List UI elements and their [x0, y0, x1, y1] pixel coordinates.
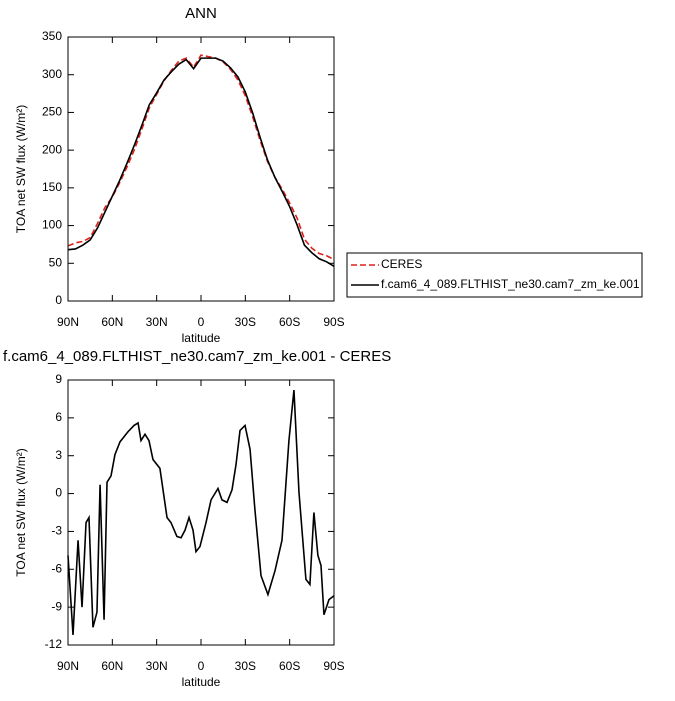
x-tick-label: 90S [323, 315, 344, 329]
chart-title: f.cam6_4_089.FLTHIST_ne30.cam7_zm_ke.001… [3, 348, 391, 365]
y-axis-label: TOA net SW flux (W/m²) [14, 105, 28, 233]
y-tick-label: 3 [55, 448, 62, 462]
y-axis-label: TOA net SW flux (W/m²) [14, 448, 28, 576]
x-tick-label: 30N [146, 659, 168, 673]
y-tick-label: 350 [42, 29, 62, 43]
y-tick-label: 50 [49, 255, 63, 269]
y-tick-label: 9 [55, 372, 62, 386]
x-axis-label: latitude [182, 331, 221, 345]
y-tick-label: 300 [42, 67, 62, 81]
y-tick-label: 200 [42, 142, 62, 156]
x-tick-label: 30S [235, 659, 256, 673]
plot-frame [67, 36, 335, 302]
y-tick-label: -12 [45, 637, 63, 651]
plot-frame [67, 379, 335, 646]
data-line [67, 390, 335, 635]
x-tick-label: 60N [101, 659, 123, 673]
x-tick-label: 90N [57, 659, 79, 673]
x-tick-label: 30S [235, 315, 256, 329]
x-tick-label: 60S [279, 315, 300, 329]
data-line [67, 54, 335, 261]
legend-label: f.cam6_4_089.FLTHIST_ne30.cam7_zm_ke.001 [381, 277, 640, 291]
y-tick-label: 6 [55, 410, 62, 424]
y-tick-label: -6 [51, 561, 62, 575]
chart-title: ANN [185, 5, 217, 22]
y-tick-label: 100 [42, 218, 62, 232]
y-tick-label: 250 [42, 105, 62, 119]
y-tick-label: 150 [42, 180, 62, 194]
y-tick-label: -3 [51, 524, 62, 538]
x-tick-label: 0 [198, 659, 205, 673]
y-tick-label: 0 [55, 293, 62, 307]
x-axis-label: latitude [182, 675, 221, 689]
data-line [67, 57, 335, 267]
y-tick-label: -9 [51, 599, 62, 613]
legend-box [346, 252, 643, 298]
legend-label: CERES [381, 257, 422, 271]
x-tick-label: 30N [146, 315, 168, 329]
x-tick-label: 90N [57, 315, 79, 329]
x-tick-label: 60S [279, 659, 300, 673]
x-tick-label: 60N [101, 315, 123, 329]
x-tick-label: 90S [323, 659, 344, 673]
x-tick-label: 0 [198, 315, 205, 329]
y-tick-label: 0 [55, 486, 62, 500]
